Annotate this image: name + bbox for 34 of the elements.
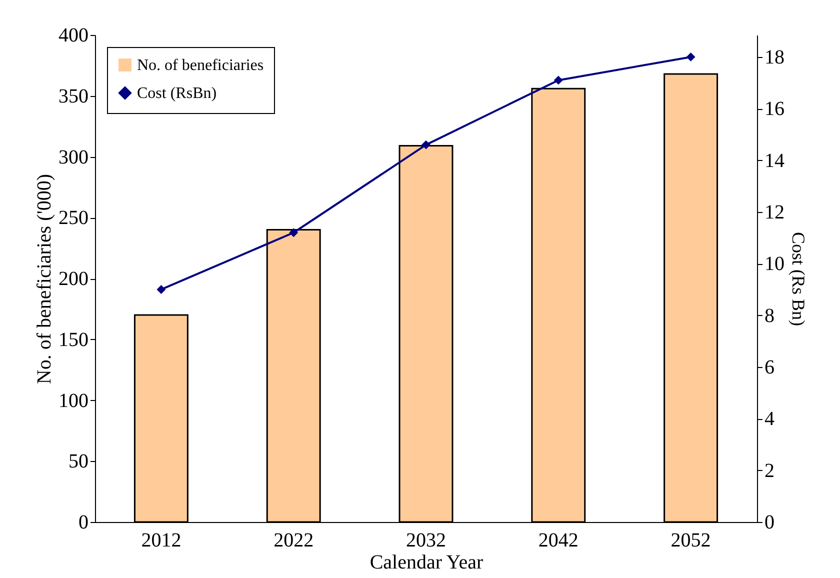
y2-tick-label: 8 xyxy=(764,304,774,327)
y2-tick-label: 0 xyxy=(764,512,774,534)
point xyxy=(289,228,298,238)
point xyxy=(422,140,430,150)
y2-tick-label: 4 xyxy=(764,408,774,430)
y-tick-label: 250 xyxy=(58,207,88,230)
legend-label: Cost (RsBn) xyxy=(137,85,217,102)
x-tick-label: 2012 xyxy=(141,530,182,552)
y-tick-label: 150 xyxy=(58,328,88,351)
y2-tick-label: 2 xyxy=(764,460,774,482)
point xyxy=(156,285,166,294)
x-tick-label: 2032 xyxy=(406,530,446,552)
legend-label: No. of beneficiaries xyxy=(137,57,264,74)
y-tick-label: 350 xyxy=(58,85,88,108)
y2-tick-label: 10 xyxy=(764,253,784,276)
y-tick-label: 50 xyxy=(68,450,88,473)
y2-tick-label: 14 xyxy=(764,150,784,172)
y2-tick-label: 18 xyxy=(764,46,784,68)
y-tick-label: 100 xyxy=(58,390,88,412)
y-tick-label: 200 xyxy=(58,268,88,290)
x-tick-label: 2052 xyxy=(670,530,711,552)
y2-tick-label: 6 xyxy=(764,356,774,378)
y2-tick-label: 12 xyxy=(764,201,784,224)
x-axis-title: Calendar Year xyxy=(370,552,484,574)
y2-tick-label: 16 xyxy=(764,98,784,120)
y-axis-title: No. of beneficiaries ('000) xyxy=(34,174,56,384)
point xyxy=(686,52,696,62)
x-tick-label: 2022 xyxy=(274,530,314,552)
y-tick-label: 0 xyxy=(78,512,88,534)
y-tick-label: 400 xyxy=(58,24,88,46)
point xyxy=(554,76,563,85)
x-tick-label: 2042 xyxy=(538,530,578,552)
y-tick-label: 300 xyxy=(58,146,88,168)
y2-axis-title: Cost (Rs Bn) xyxy=(788,232,808,326)
